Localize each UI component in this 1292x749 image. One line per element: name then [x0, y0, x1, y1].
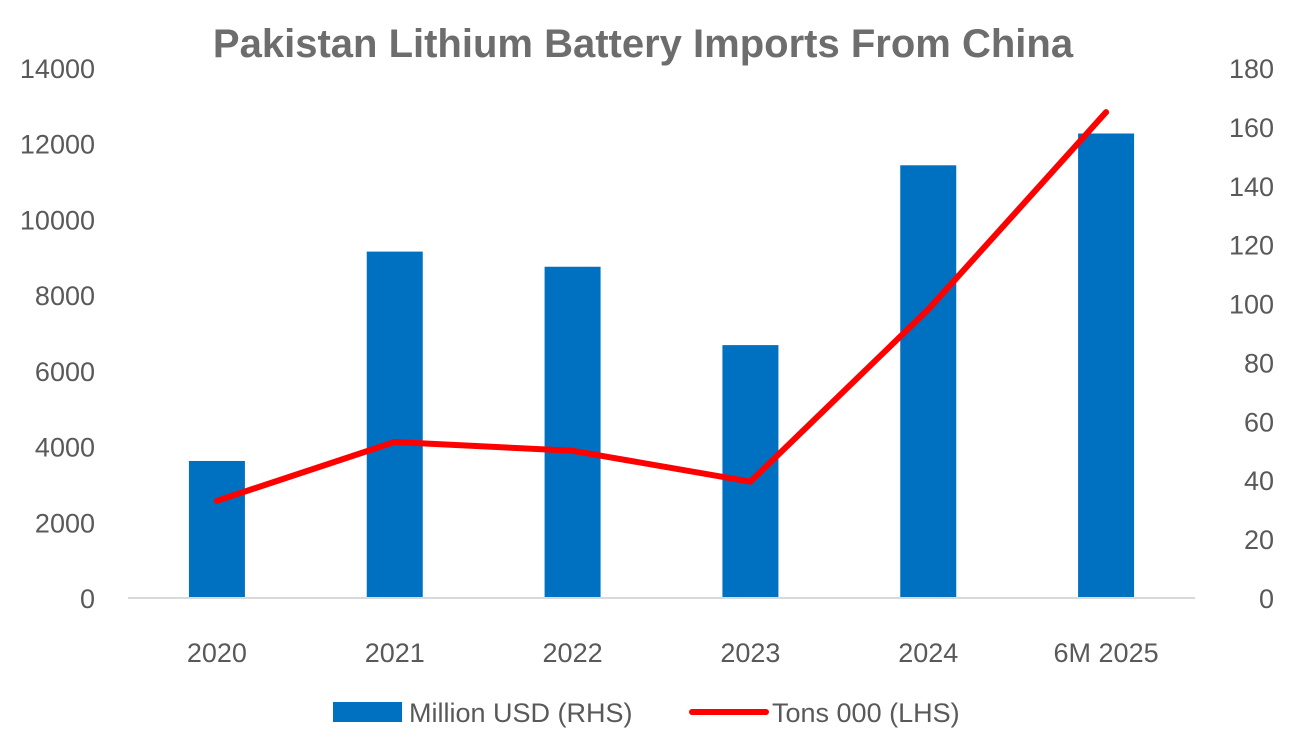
right-tick-label: 80	[1244, 348, 1274, 378]
x-tick-label: 2024	[898, 638, 958, 668]
bar-2022	[544, 266, 601, 598]
bar-2024	[900, 165, 957, 599]
x-tick-label: 2022	[543, 638, 603, 668]
right-tick-label: 40	[1244, 466, 1274, 496]
x-tick-label: 2020	[187, 638, 247, 668]
legend-label-line: Tons 000 (LHS)	[772, 698, 960, 728]
line-tons	[213, 109, 1110, 504]
bar-6m-2025	[1078, 133, 1135, 598]
bar-2021	[366, 251, 423, 598]
right-tick-label: 100	[1229, 290, 1274, 320]
left-tick-label: 2000	[35, 508, 95, 538]
left-tick-label: 14000	[20, 54, 95, 84]
left-tick-label: 10000	[20, 205, 95, 235]
left-tick-label: 4000	[35, 433, 95, 463]
x-tick-label: 2023	[720, 638, 780, 668]
x-axis-ticks: 2020 2021 2022 2023 2024 6M 2025	[187, 638, 1159, 668]
bars-layer	[188, 133, 1135, 599]
left-tick-label: 6000	[35, 357, 95, 387]
legend-label-bars: Million USD (RHS)	[409, 698, 633, 728]
right-tick-label: 0	[1259, 584, 1274, 614]
left-tick-label: 8000	[35, 281, 95, 311]
left-tick-label: 12000	[20, 130, 95, 160]
right-tick-label: 160	[1229, 113, 1274, 143]
left-axis-ticks: 0 2000 4000 6000 8000 10000 12000 14000	[20, 54, 95, 614]
x-tick-label: 6M 2025	[1054, 638, 1159, 668]
right-axis-ticks: 0 20 40 60 80 100 120 140 160 180	[1229, 54, 1274, 614]
legend: Million USD (RHS) Tons 000 (LHS)	[333, 698, 960, 728]
left-tick-label: 0	[80, 584, 95, 614]
right-tick-label: 120	[1229, 231, 1274, 261]
bar-2023	[722, 345, 779, 598]
line-layer	[213, 109, 1110, 504]
right-tick-label: 60	[1244, 407, 1274, 437]
bar-2020	[188, 460, 245, 598]
right-tick-label: 20	[1244, 525, 1274, 555]
right-tick-label: 140	[1229, 172, 1274, 202]
x-tick-label: 2021	[365, 638, 425, 668]
chart-title: Pakistan Lithium Battery Imports From Ch…	[213, 22, 1074, 66]
legend-swatch-bars	[333, 702, 402, 722]
right-tick-label: 180	[1229, 54, 1274, 84]
